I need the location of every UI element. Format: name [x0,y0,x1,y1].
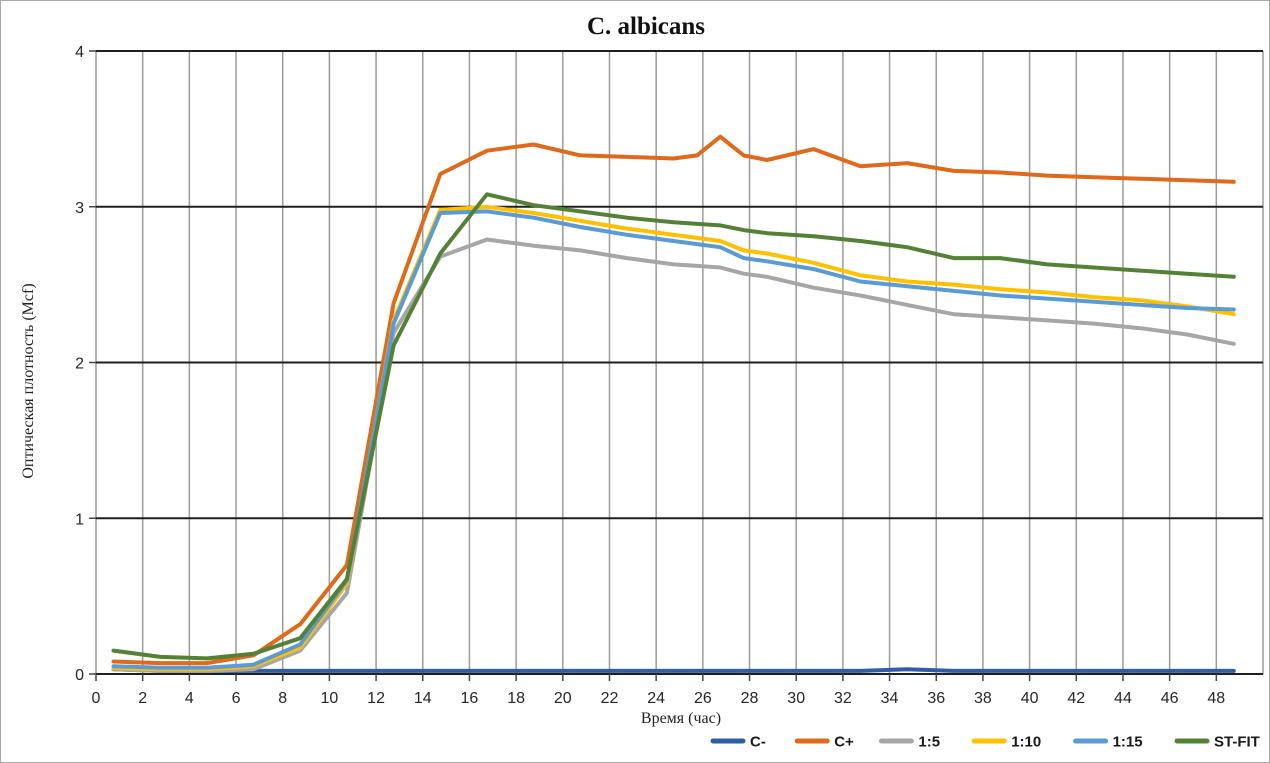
x-tick-label: 30 [787,690,805,707]
x-tick-label: 12 [367,690,385,707]
x-tick-label: 34 [881,690,899,707]
x-tick-label: 8 [278,690,287,707]
x-tick-label: 32 [834,690,852,707]
x-tick-label: 26 [694,690,712,707]
y-axis-title: Оптическая плотность (Mcf) [20,283,37,478]
y-tick-label: 1 [75,511,84,528]
chart-title: C. albicans [587,13,705,40]
x-tick-label: 44 [1114,690,1132,707]
x-tick-label: 24 [647,690,665,707]
y-tick-label: 3 [75,200,84,217]
y-tick-label: 4 [75,44,84,61]
series-layer [111,134,1236,673]
series-line-C- [111,667,1236,673]
x-tick-label: 10 [321,690,339,707]
x-axis-title: Время (час) [641,710,721,727]
x-tick-label: 16 [461,690,479,707]
series-line-1:15 [111,209,1236,670]
x-tick-label: 6 [232,690,241,707]
x-tick-label: 38 [974,690,992,707]
x-tick-label: 40 [1021,690,1039,707]
series-line-1:10 [111,204,1236,672]
legend-label-1:10: 1:10 [1011,734,1041,751]
x-tick-label: 28 [741,690,759,707]
series-line-ST-FIT [111,192,1236,661]
series-line-C+ [111,134,1236,666]
x-tick-label: 42 [1067,690,1085,707]
x-tick-label: 0 [92,690,101,707]
tick-layer: 0 2 4 6 8 10 12 14 16 18 20 22 24 26 28 30 32 34 36 38 40 42 4… [75,44,1225,707]
x-tick-label: 14 [414,690,432,707]
legend-label-1:5: 1:5 [918,734,940,751]
x-tick-label: 20 [554,690,572,707]
legend-label-ST-FIT: ST-FIT [1214,734,1260,751]
x-tick-label: 46 [1161,690,1179,707]
grid-layer [95,50,1264,675]
legend-label-1:15: 1:15 [1113,734,1143,751]
legend: C- C+ 1:5 1:10 1:15 ST-FIT [710,734,1260,751]
series-line-1:5 [111,237,1236,673]
x-tick-label: 48 [1207,690,1225,707]
x-tick-label: 18 [507,690,525,707]
x-tick-label: 2 [138,690,147,707]
y-tick-label: 2 [75,356,84,373]
x-tick-label: 22 [601,690,619,707]
legend-label-C-: C- [750,734,766,751]
x-tick-label: 4 [185,690,194,707]
y-tick-label: 0 [75,667,84,684]
legend-label-C+: C+ [834,734,854,751]
x-tick-label: 36 [927,690,945,707]
